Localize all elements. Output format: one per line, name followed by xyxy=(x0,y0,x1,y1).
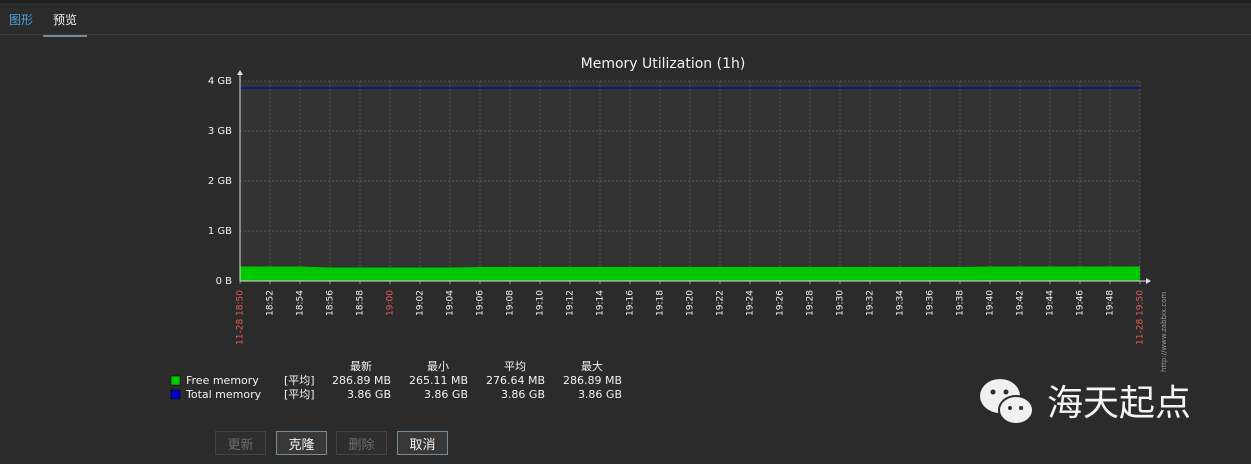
x-tick-label: 19:44 xyxy=(1046,290,1056,316)
tab[interactable]: 图形 xyxy=(9,13,34,27)
x-tick-label: 19:32 xyxy=(866,290,876,316)
legend-stat: 3.86 GB xyxy=(347,388,391,401)
button[interactable]: 取消 xyxy=(397,431,448,455)
legend-stat: 3.86 GB xyxy=(501,388,545,401)
x-tick-label: 19:04 xyxy=(446,290,456,316)
x-tick-label: 18:58 xyxy=(356,290,366,316)
legend-header: 最新 xyxy=(350,359,372,373)
x-tick-label: 19:42 xyxy=(1016,290,1026,316)
x-tick-label: 11-28 19:50 xyxy=(1136,290,1146,345)
button: 删除 xyxy=(336,431,387,455)
x-tick-label: 19:02 xyxy=(416,290,426,316)
x-tick-label: 19:28 xyxy=(806,290,816,316)
y-tick-label: 3 GB xyxy=(208,126,232,137)
tab-selected[interactable]: 预览 xyxy=(43,11,88,37)
legend-stat: 286.89 MB xyxy=(563,374,622,387)
axis-arrow xyxy=(1146,278,1151,284)
x-tick-label: 19:14 xyxy=(596,290,606,316)
legend-swatch xyxy=(170,375,181,386)
legend-stat: 286.89 MB xyxy=(332,374,391,387)
x-tick-label: 19:06 xyxy=(476,290,486,316)
x-tick-label: 19:40 xyxy=(986,290,996,316)
wechat-icon xyxy=(980,379,1034,425)
legend-function: [平均] xyxy=(284,374,315,387)
legend-stat: 265.11 MB xyxy=(409,374,468,387)
y-tick-label: 1 GB xyxy=(208,226,232,237)
x-tick-label: 11-28 18:50 xyxy=(236,290,246,345)
axis-arrow xyxy=(237,70,243,75)
y-tick-label: 4 GB xyxy=(208,76,232,87)
legend-label: Total memory xyxy=(185,388,262,401)
legend-stat: 3.86 GB xyxy=(578,388,622,401)
tab-bar: 图形 预览 xyxy=(0,3,1251,37)
x-tick-label: 19:30 xyxy=(836,290,846,316)
y-tick-label: 0 B xyxy=(216,276,233,287)
x-tick-label: 18:54 xyxy=(296,290,306,316)
legend-header: 平均 xyxy=(504,360,526,373)
legend-header: 最小 xyxy=(427,360,449,373)
x-tick-label: 19:08 xyxy=(506,290,516,316)
x-tick-label: 19:38 xyxy=(956,290,966,316)
legend-header: 最大 xyxy=(581,359,603,373)
x-tick-label: 19:34 xyxy=(896,290,906,316)
button: 更新 xyxy=(215,431,266,455)
button[interactable]: 克隆 xyxy=(276,431,327,455)
x-tick-label: 19:46 xyxy=(1076,290,1086,316)
x-tick-label: 19:10 xyxy=(536,290,546,316)
legend-swatch xyxy=(170,389,181,400)
x-tick-label: 18:56 xyxy=(326,290,336,316)
x-tick-label: 19:20 xyxy=(686,290,696,316)
x-tick-label: 19:26 xyxy=(776,290,786,316)
x-tick-label: 19:16 xyxy=(626,290,636,316)
x-tick-label: 19:12 xyxy=(566,290,576,316)
x-tick-label: 19:36 xyxy=(926,290,936,316)
x-tick-label: 19:24 xyxy=(746,290,756,316)
x-tick-label: 19:22 xyxy=(716,290,726,316)
legend-stat: 276.64 MB xyxy=(486,374,545,387)
watermark: 海天起点 xyxy=(1047,383,1192,424)
chart-title: Memory Utilization (1h) xyxy=(581,56,746,72)
legend-function: [平均] xyxy=(284,388,315,401)
x-tick-label: 19:18 xyxy=(656,290,666,316)
x-tick-label: 19:00 xyxy=(386,290,396,316)
x-tick-label: 18:52 xyxy=(266,290,276,316)
x-tick-label: 19:48 xyxy=(1106,290,1116,316)
top-bar xyxy=(0,0,1251,3)
area xyxy=(240,266,1140,281)
y-tick-label: 2 GB xyxy=(208,176,232,187)
credit: http://www.zabbix.com xyxy=(1160,292,1168,372)
legend-label: Free memory xyxy=(186,374,259,387)
legend-stat: 3.86 GB xyxy=(424,388,468,401)
